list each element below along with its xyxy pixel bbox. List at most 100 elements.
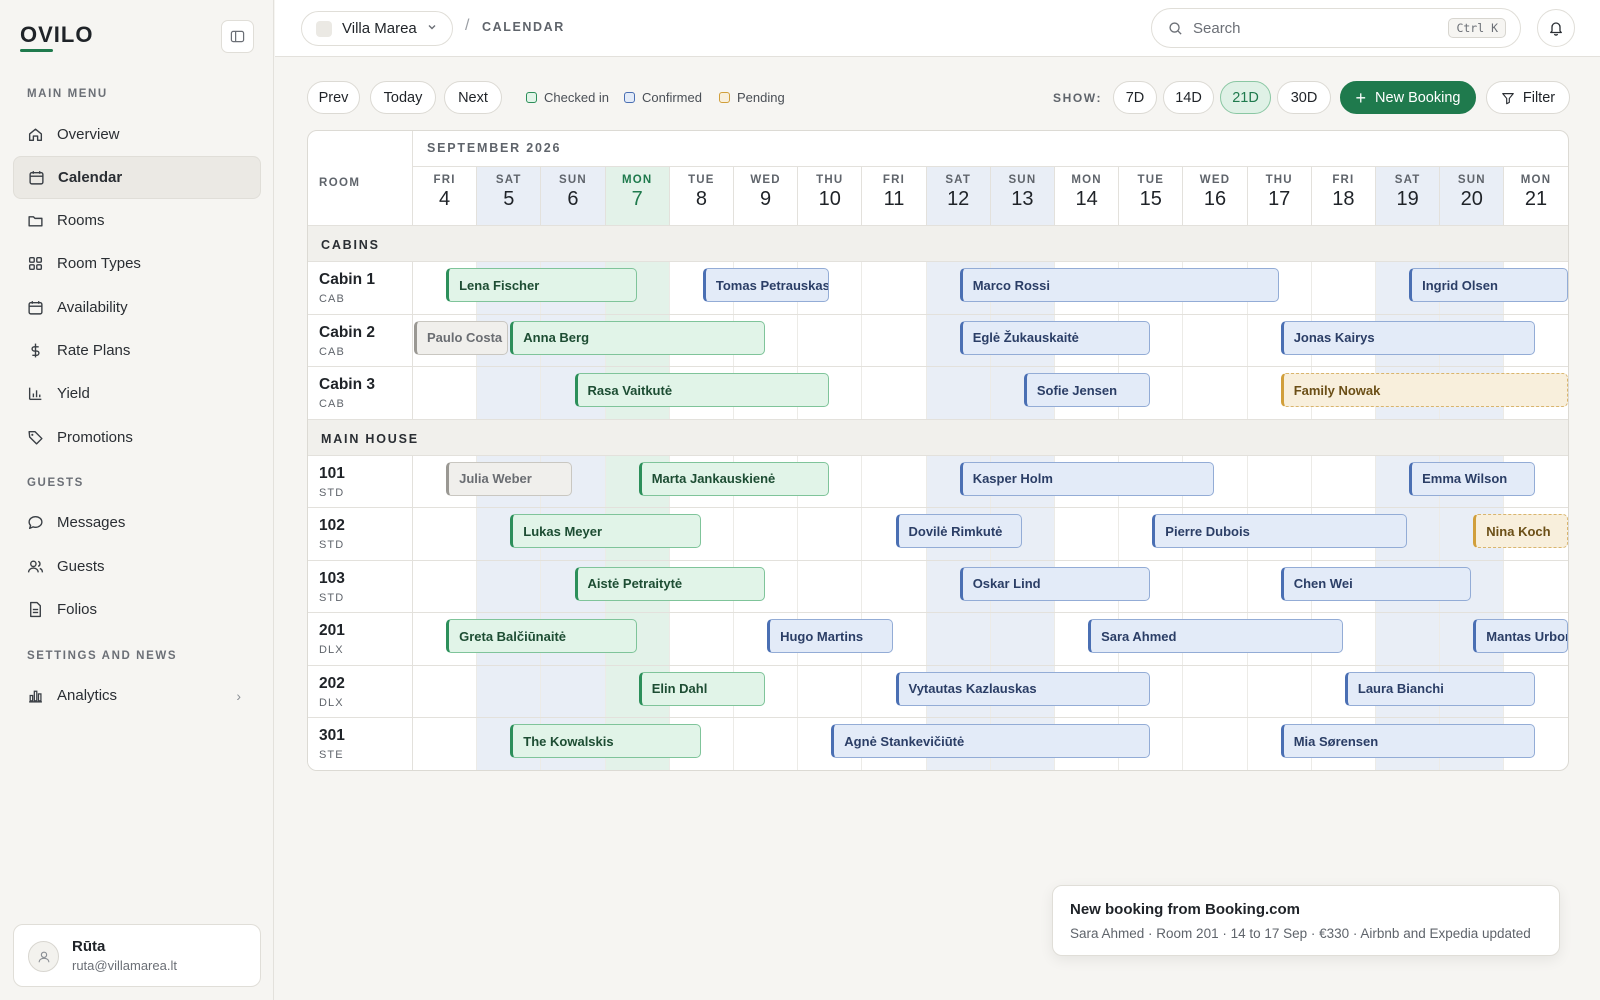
day-cell[interactable] xyxy=(1504,367,1568,419)
day-cell[interactable] xyxy=(1183,455,1248,507)
booking-julia-weber[interactable]: Julia Weber xyxy=(446,461,573,496)
day-cell[interactable] xyxy=(477,560,542,612)
day-cell[interactable] xyxy=(1504,455,1568,507)
booking-lena-fischer[interactable]: Lena Fischer xyxy=(446,268,637,302)
booking-sara-ahmed[interactable]: Sara Ahmed xyxy=(1088,619,1343,653)
day-cell[interactable] xyxy=(734,665,799,717)
booking-family-nowak[interactable]: Family Nowak xyxy=(1280,373,1568,407)
day-cell[interactable] xyxy=(1248,665,1312,717)
day-cell[interactable] xyxy=(413,665,478,717)
sidebar-item-rooms[interactable]: Rooms xyxy=(13,199,261,242)
booking-greta-balciunaite[interactable]: Greta Balčiūnaitė xyxy=(446,619,637,653)
booking-mantas-urbonas[interactable]: Mantas Urbonas xyxy=(1473,619,1568,653)
booking-lukas-meyer[interactable]: Lukas Meyer xyxy=(510,514,701,548)
booking-agne-stankeviciute[interactable]: Agnė Stankevičiūtė xyxy=(831,724,1151,758)
day-cell[interactable] xyxy=(413,560,478,612)
day-cell[interactable] xyxy=(1504,613,1568,665)
range-14d-button[interactable]: 14D xyxy=(1163,81,1214,114)
range-21d-button[interactable]: 21D xyxy=(1220,81,1271,114)
search-box[interactable]: Ctrl K xyxy=(1151,8,1521,48)
day-cell[interactable] xyxy=(541,665,606,717)
day-cell[interactable] xyxy=(1119,560,1184,612)
day-cell[interactable] xyxy=(1504,560,1568,612)
sidebar-item-calendar[interactable]: Calendar xyxy=(13,156,261,199)
day-cell[interactable] xyxy=(413,718,478,770)
room-label[interactable]: Cabin 1 CAB xyxy=(308,262,413,314)
booking-anna-berg[interactable]: Anna Berg xyxy=(510,320,766,355)
booking-jonas-kairys[interactable]: Jonas Kairys xyxy=(1280,320,1536,355)
day-cell[interactable] xyxy=(734,314,799,366)
day-cell[interactable] xyxy=(1248,455,1312,507)
room-label[interactable]: 101 STD xyxy=(308,455,413,507)
day-cell[interactable] xyxy=(1183,718,1248,770)
range-7d-button[interactable]: 7D xyxy=(1113,81,1157,114)
search-input[interactable] xyxy=(1193,19,1433,37)
filter-button[interactable]: Filter xyxy=(1486,81,1570,114)
app-logo[interactable]: OVILO xyxy=(20,22,94,47)
range-30d-button[interactable]: 30D xyxy=(1277,81,1331,114)
day-cell[interactable] xyxy=(798,508,863,560)
property-selector[interactable]: Villa Marea xyxy=(301,11,453,46)
sidebar-item-folios[interactable]: Folios xyxy=(13,588,261,631)
day-cell[interactable] xyxy=(862,262,927,314)
day-cell[interactable] xyxy=(862,367,927,419)
notification-toast[interactable]: New booking from Booking.com Sara Ahmed … xyxy=(1052,885,1560,956)
booking-mia-s-rensen[interactable]: Mia Sørensen xyxy=(1280,724,1536,758)
booking-pierre-dubois[interactable]: Pierre Dubois xyxy=(1152,514,1408,548)
day-cell[interactable] xyxy=(1376,613,1441,665)
sidebar-item-analytics[interactable]: Analytics › xyxy=(13,674,261,717)
day-cell[interactable] xyxy=(1119,718,1184,770)
room-label[interactable]: 201 DLX xyxy=(308,613,413,665)
day-cell[interactable] xyxy=(1183,367,1248,419)
room-label[interactable]: Cabin 2 CAB xyxy=(308,314,413,366)
booking-ingrid-olsen[interactable]: Ingrid Olsen xyxy=(1409,268,1568,302)
booking-egle-zukauskaite[interactable]: Eglė Žukauskaitė xyxy=(959,320,1151,355)
booking-aiste-petraityte[interactable]: Aistė Petraitytė xyxy=(574,566,766,601)
next-button[interactable]: Next xyxy=(444,81,502,114)
day-cell[interactable] xyxy=(1504,508,1568,560)
day-cell[interactable] xyxy=(798,314,863,366)
booking-hugo-martins[interactable]: Hugo Martins xyxy=(767,619,894,653)
sidebar-item-messages[interactable]: Messages xyxy=(13,501,261,544)
booking-tomas-petrauskas[interactable]: Tomas Petrauskas xyxy=(702,268,830,302)
booking-laura-bianchi[interactable]: Laura Bianchi xyxy=(1344,671,1536,706)
day-cell[interactable] xyxy=(1119,314,1184,366)
booking-rasa-vaitkute[interactable]: Rasa Vaitkutė xyxy=(574,373,830,407)
day-cell[interactable] xyxy=(477,665,542,717)
day-cell[interactable] xyxy=(1183,314,1248,366)
day-cell[interactable] xyxy=(798,455,863,507)
day-cell[interactable] xyxy=(1504,314,1568,366)
room-label[interactable]: Cabin 3 CAB xyxy=(308,367,413,419)
day-cell[interactable] xyxy=(1312,613,1376,665)
room-label[interactable]: 103 STD xyxy=(308,560,413,612)
room-label[interactable]: 301 STE xyxy=(308,718,413,770)
day-cell[interactable] xyxy=(1119,367,1184,419)
day-cell[interactable] xyxy=(1248,262,1312,314)
day-cell[interactable] xyxy=(990,613,1055,665)
new-booking-button[interactable]: + New Booking xyxy=(1340,81,1476,114)
day-cell[interactable] xyxy=(798,560,863,612)
sidebar-item-rate-plans[interactable]: Rate Plans xyxy=(13,329,261,372)
booking-the-kowalskis[interactable]: The Kowalskis xyxy=(510,724,701,758)
room-label[interactable]: 102 STD xyxy=(308,508,413,560)
day-cell[interactable] xyxy=(1504,718,1568,770)
day-cell[interactable] xyxy=(1504,665,1568,717)
day-cell[interactable] xyxy=(1119,665,1184,717)
notifications-button[interactable] xyxy=(1537,9,1575,47)
day-cell[interactable] xyxy=(1312,262,1376,314)
day-cell[interactable] xyxy=(798,665,863,717)
day-cell[interactable] xyxy=(1055,508,1120,560)
day-cell[interactable] xyxy=(670,718,734,770)
booking-kasper-holm[interactable]: Kasper Holm xyxy=(959,461,1215,496)
sidebar-item-room-types[interactable]: Room Types xyxy=(13,242,261,285)
booking-marco-rossi[interactable]: Marco Rossi xyxy=(959,268,1279,302)
booking-chen-wei[interactable]: Chen Wei xyxy=(1280,566,1472,601)
day-cell[interactable] xyxy=(670,613,734,665)
day-cell[interactable] xyxy=(734,560,799,612)
booking-vytautas-kazlauskas[interactable]: Vytautas Kazlauskas xyxy=(895,671,1151,706)
day-cell[interactable] xyxy=(1504,262,1568,314)
booking-nina-koch[interactable]: Nina Koch xyxy=(1473,514,1568,548)
day-cell[interactable] xyxy=(862,455,927,507)
day-cell[interactable] xyxy=(798,262,863,314)
day-cell[interactable] xyxy=(670,508,734,560)
